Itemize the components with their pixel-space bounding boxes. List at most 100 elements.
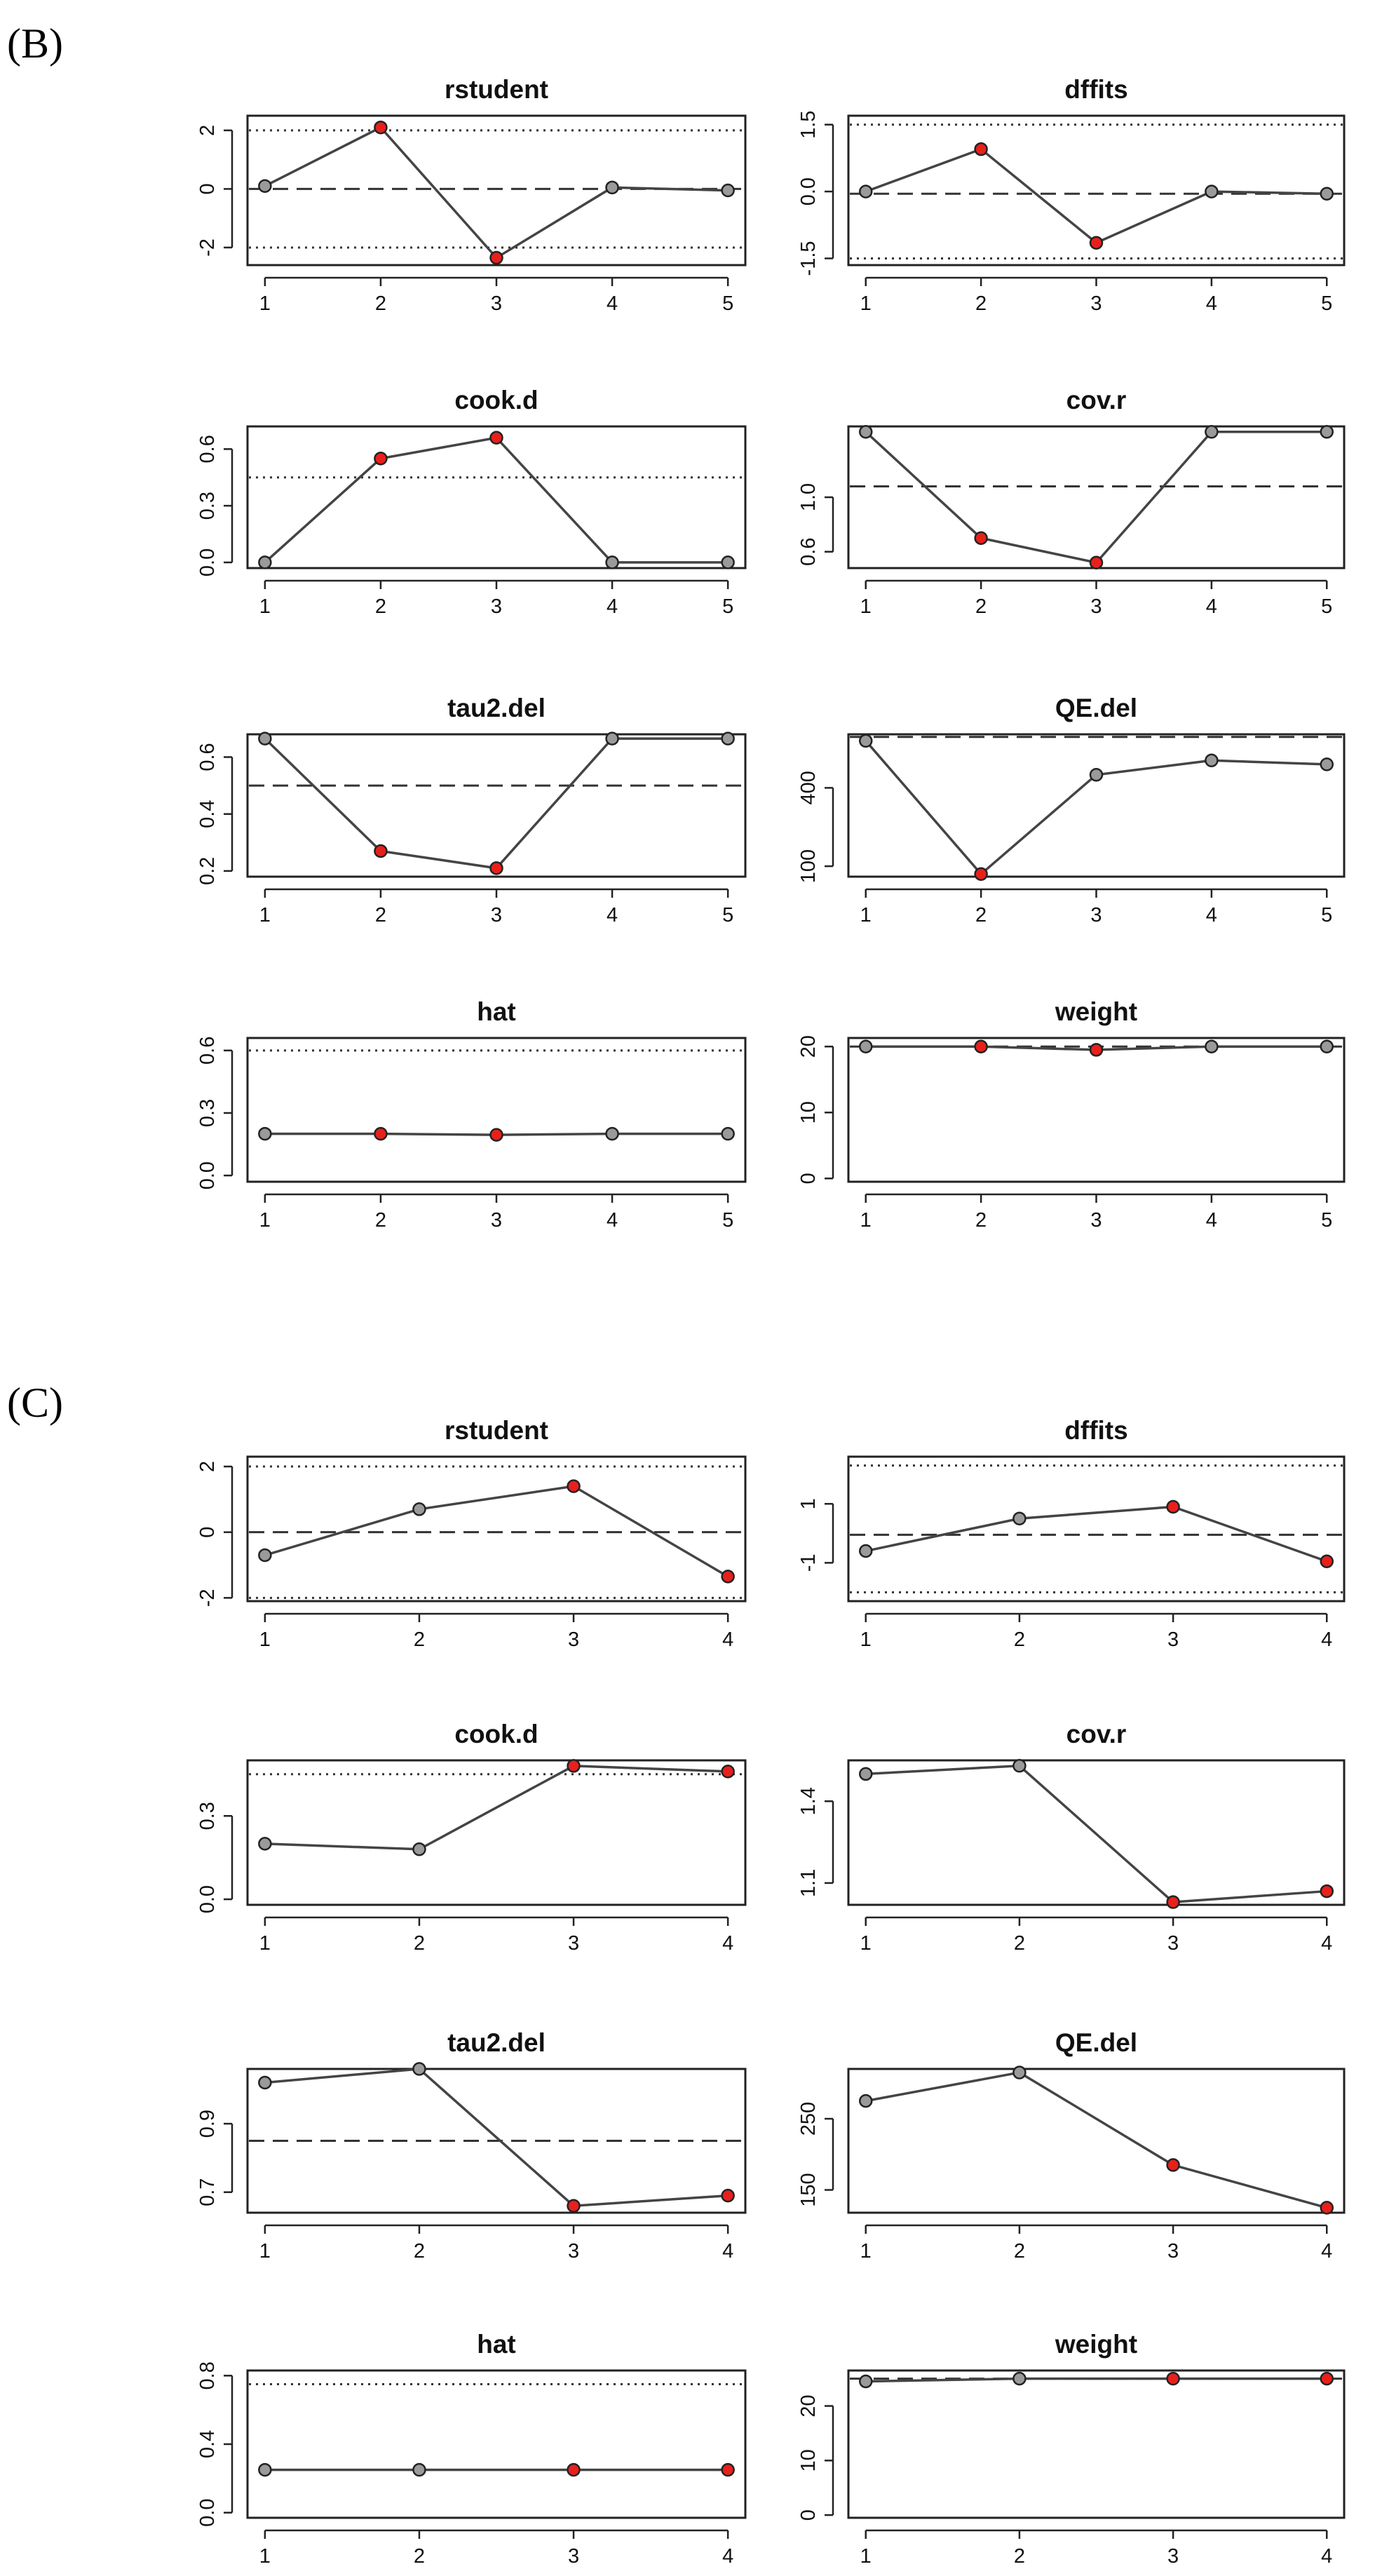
x-tick-label: 3 [491, 904, 502, 926]
x-tick-label: 2 [375, 292, 386, 315]
plot-c-QE-del: QE.del 1 2 3 4 150 250 [797, 2028, 1346, 2263]
influential-point [567, 2462, 581, 2477]
plot-c-dffits: dffits 1 2 3 4 -1 1 [797, 1416, 1346, 1651]
x-tick-label: 3 [568, 1628, 579, 1651]
influential-point [721, 2462, 735, 2477]
influential-point [1089, 1043, 1104, 1057]
data-point [1205, 753, 1219, 767]
x-tick-label: 3 [1167, 2545, 1179, 2568]
influential-point [489, 250, 503, 265]
influential-point [374, 452, 388, 466]
x-tick-label: 1 [259, 1628, 271, 1651]
plot-title: QE.del [1055, 2028, 1137, 2057]
y-tick-label: 0.0 [196, 1161, 219, 1189]
influential-point [1089, 236, 1104, 250]
x-tick-label: 3 [1090, 595, 1102, 618]
y-tick-label: 0.0 [196, 548, 219, 576]
x-tick-label: 1 [259, 904, 271, 926]
influential-point [721, 1570, 735, 1584]
y-tick-label: 1 [797, 1498, 820, 1509]
x-tick-label: 2 [1014, 1628, 1025, 1651]
plot-frame [847, 1455, 1346, 1603]
x-tick-label: 4 [722, 2240, 733, 2263]
data-point [1320, 757, 1334, 771]
data-point [858, 2374, 873, 2389]
y-tick-label: 0.6 [797, 538, 820, 566]
x-tick-label: 5 [1321, 595, 1332, 618]
data-point [1320, 187, 1334, 201]
data-point [412, 1502, 426, 1516]
x-tick-label: 1 [860, 2545, 872, 2568]
plot-title: hat [477, 997, 516, 1026]
x-tick-label: 4 [1206, 292, 1217, 315]
plot-b-rstudent: rstudent 1 2 3 4 5 -2 0 2 [196, 75, 747, 315]
plot-frame [246, 733, 747, 878]
x-tick-label: 1 [860, 904, 872, 926]
plot-title: QE.del [1055, 694, 1137, 722]
x-tick-label: 2 [975, 904, 987, 926]
plot-title: dffits [1064, 1416, 1127, 1445]
x-tick-label: 4 [1321, 1932, 1332, 1955]
plot-frame [847, 2068, 1346, 2214]
x-tick-label: 5 [1321, 292, 1332, 315]
y-tick-label: 0.6 [196, 743, 219, 771]
x-tick-label: 5 [1321, 1209, 1332, 1232]
y-tick-label: 1.5 [797, 111, 820, 139]
x-tick-label: 3 [1167, 1932, 1179, 1955]
plot-frame [246, 114, 747, 267]
x-tick-label: 3 [491, 1209, 502, 1232]
plot-c-hat: hat 1 2 3 4 0.0 0.4 0.8 [196, 2330, 747, 2568]
x-tick-label: 4 [607, 1209, 618, 1232]
data-point [1205, 1039, 1219, 1053]
series-line [264, 436, 729, 564]
x-tick-label: 1 [259, 595, 271, 618]
data-point [258, 1837, 272, 1851]
plot-b-cook-d: cook.d 1 2 3 4 5 0.0 0.3 0.6 [196, 386, 747, 618]
plot-frame [246, 425, 747, 569]
y-tick-label: 0 [196, 183, 219, 194]
x-tick-label: 4 [607, 904, 618, 926]
x-tick-label: 4 [722, 1628, 733, 1651]
y-tick-label: 2 [196, 125, 219, 136]
data-point [258, 2075, 272, 2090]
x-tick-label: 1 [860, 1209, 872, 1232]
series-line [264, 1485, 729, 1578]
series-line [264, 737, 729, 870]
x-tick-label: 2 [975, 595, 987, 618]
plots-container: rstudent 1 2 3 4 5 -2 0 2 dffits 1 2 3 4 5 -1.5 0.0 1.5 co… [196, 75, 1346, 2568]
y-tick-label: -2 [196, 238, 219, 257]
plot-frame [847, 114, 1346, 267]
y-tick-label: 0.3 [196, 492, 219, 520]
x-tick-label: 4 [1321, 2545, 1332, 2568]
data-point [721, 731, 735, 746]
y-tick-label: 0.4 [196, 2430, 219, 2458]
influential-point [374, 844, 388, 858]
x-tick-label: 4 [722, 2545, 733, 2568]
y-tick-label: 10 [797, 2449, 820, 2472]
plot-title: tau2.del [447, 2028, 546, 2057]
x-tick-label: 1 [860, 2240, 872, 2263]
data-point [605, 555, 619, 569]
data-point [258, 179, 272, 193]
data-point [258, 731, 272, 746]
x-tick-label: 5 [722, 595, 733, 618]
influential-point [567, 2199, 581, 2213]
x-tick-label: 3 [568, 1932, 579, 1955]
influential-point [489, 861, 503, 875]
plot-frame [847, 425, 1346, 569]
x-tick-label: 2 [975, 1209, 987, 1232]
y-tick-label: 2 [196, 1461, 219, 1472]
influential-point [974, 531, 988, 546]
series-line [264, 126, 729, 259]
plot-c-cov-r: cov.r 1 2 3 4 1.1 1.4 [797, 1720, 1346, 1955]
x-tick-label: 2 [414, 2240, 425, 2263]
series-line [865, 431, 1327, 565]
x-tick-label: 3 [568, 2545, 579, 2568]
data-point [858, 2093, 873, 2108]
influential-point [1166, 2158, 1180, 2172]
y-tick-label: -1 [797, 1553, 820, 1572]
data-point [721, 555, 735, 569]
y-tick-label: 0.2 [196, 857, 219, 885]
x-tick-label: 3 [568, 2240, 579, 2263]
x-tick-label: 1 [259, 2545, 271, 2568]
